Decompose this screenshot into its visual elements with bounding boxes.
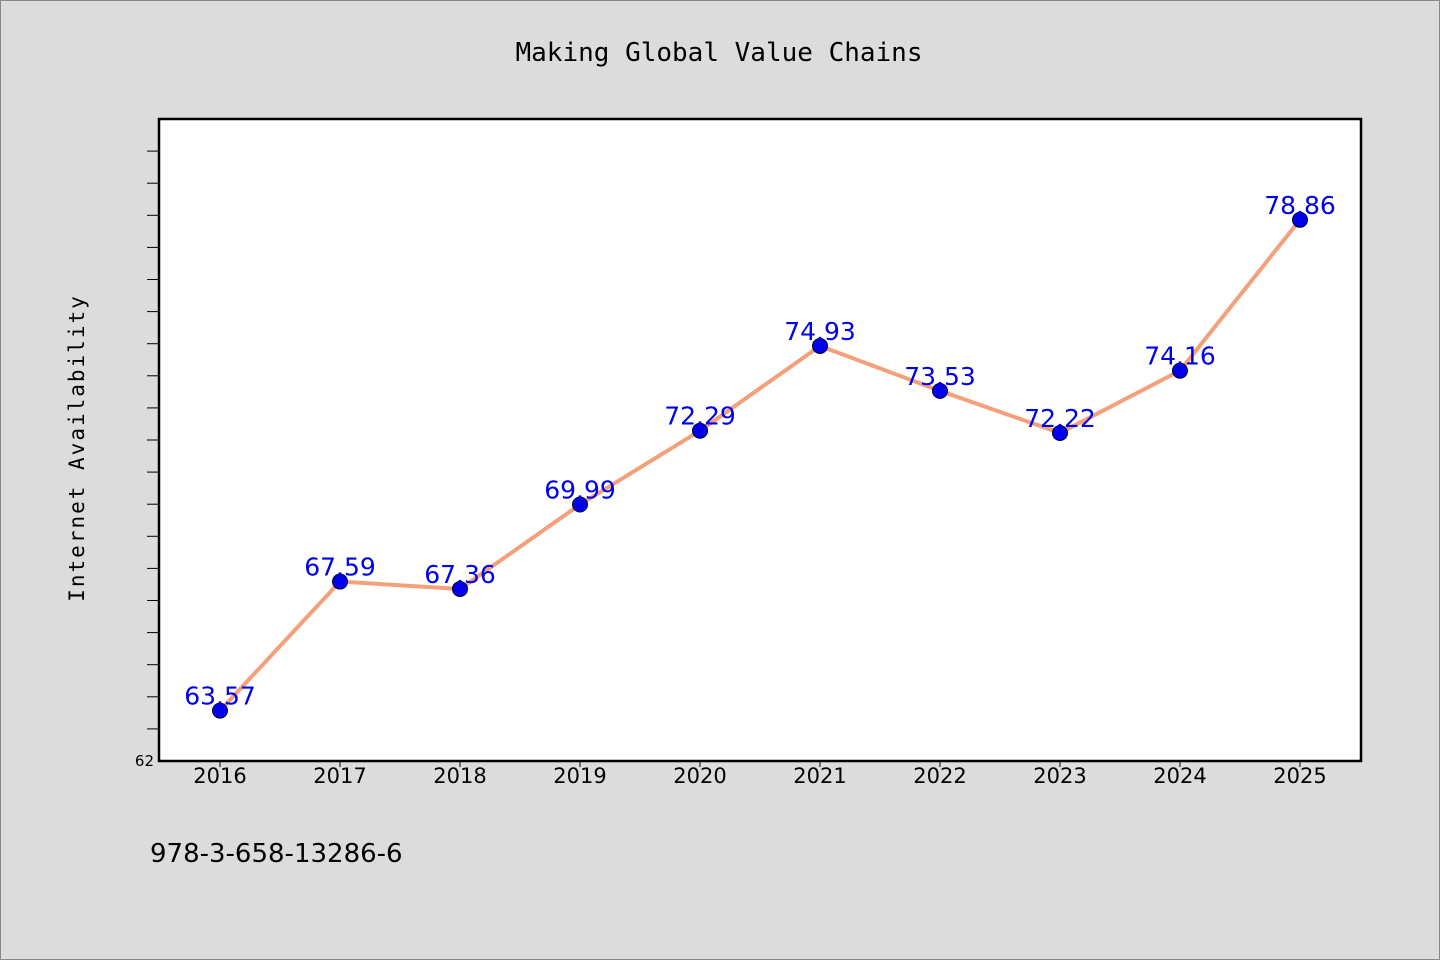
data-point [1052,424,1068,441]
data-label: 74.16 [1144,342,1216,371]
data-point [212,702,228,719]
data-point [932,382,948,399]
x-tick-label: 2017 [313,764,366,788]
plot-area [159,119,1361,761]
data-point [452,580,468,597]
data-point [692,422,708,439]
footer-isbn: 978-3-658-13286-6 [150,839,403,869]
data-label: 74.93 [784,317,856,346]
y-axis-ticks: 62 [135,150,159,770]
x-tick-label: 2016 [193,764,246,788]
series-layer: 63.57 67.59 67.36 69.99 72.29 74.93 73.53 72.22… [184,191,1336,719]
data-point [1292,211,1308,228]
chart-title: Making Global Value Chains [516,38,923,68]
data-label: 67.36 [424,560,496,589]
plot-border [157,117,1363,763]
data-label: 72.29 [664,402,736,431]
x-tick-label: 2025 [1273,764,1326,788]
x-axis-ticks: 2016 2017 2018 2019 2020 2021 2022 2023 2024 2025 [193,761,1327,788]
data-point [812,337,828,354]
x-tick-label: 2019 [553,764,606,788]
data-label: 72.22 [1024,404,1096,433]
data-point [332,573,348,590]
data-point [572,496,588,513]
x-tick-label: 2020 [673,764,726,788]
data-label: 78.86 [1264,191,1336,220]
y-tick-label: 62 [135,752,154,770]
x-tick-label: 2023 [1033,764,1086,788]
x-tick-label: 2022 [913,764,966,788]
series-line [218,217,1302,713]
x-tick-label: 2024 [1153,764,1206,788]
data-label: 67.59 [304,553,376,582]
data-label: 73.53 [904,362,976,391]
x-tick-label: 2021 [793,764,846,788]
data-label: 63.57 [184,682,256,711]
y-axis-label: Internet Availability [65,294,89,602]
x-tick-label: 2018 [433,764,486,788]
data-point [1172,362,1188,379]
data-label: 69.99 [544,476,616,505]
